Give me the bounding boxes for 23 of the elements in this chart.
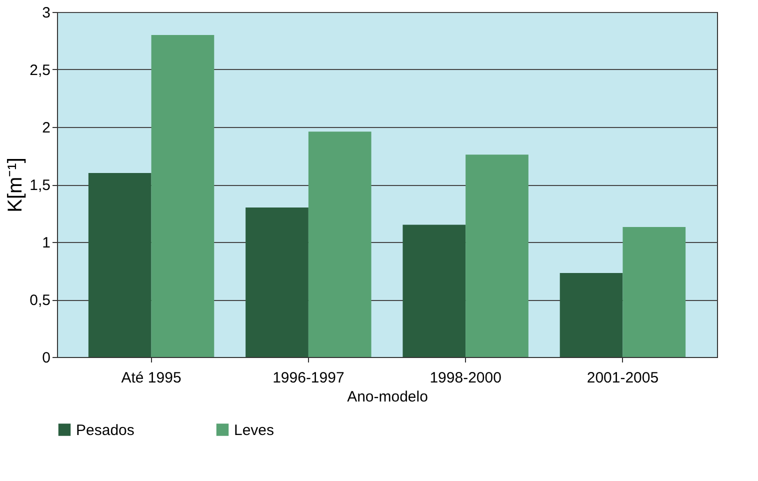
y-tick-label: 3 <box>42 4 50 22</box>
bar <box>560 273 623 357</box>
y-tick-label: 0,5 <box>30 292 50 309</box>
y-tick-label: 1 <box>42 234 50 252</box>
x-tick-label: 1998-2000 <box>430 370 502 386</box>
y-tick-label: 0 <box>42 350 50 366</box>
x-axis-title: Ano-modelo <box>347 388 428 406</box>
bar <box>466 154 528 357</box>
legend-label: Leves <box>234 422 274 439</box>
bar <box>402 224 466 357</box>
bar <box>622 227 686 357</box>
bar <box>151 35 214 357</box>
x-tick-label: 1996-1997 <box>272 370 344 386</box>
bar <box>246 208 308 357</box>
bar <box>308 132 372 357</box>
x-tick-label: Até 1995 <box>121 370 182 386</box>
y-tick-label: 2 <box>42 120 50 136</box>
y-axis-title: K[m⁻¹] <box>4 158 27 212</box>
y-tick-label: 2,5 <box>30 62 50 79</box>
legend-label: Pesados <box>76 422 134 439</box>
bar <box>88 173 152 357</box>
x-tick-label: 2001-2005 <box>586 370 659 386</box>
y-tick-label: 1,5 <box>30 177 50 194</box>
